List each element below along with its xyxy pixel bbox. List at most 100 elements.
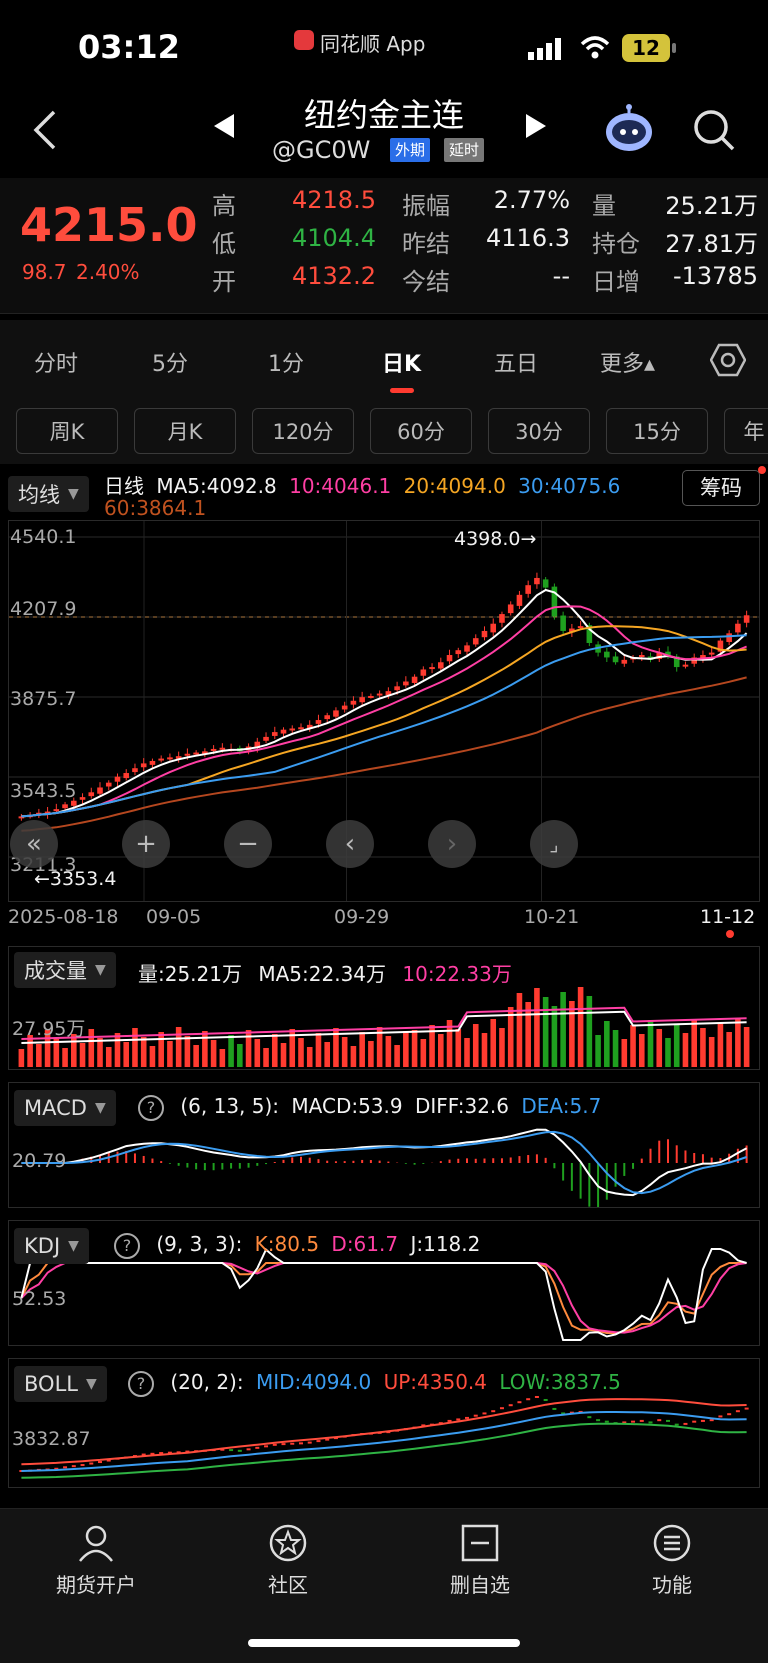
nav-remove-watchlist[interactable]: 删自选 bbox=[420, 1523, 540, 1598]
subtab-monthly[interactable]: 月K bbox=[134, 408, 236, 454]
help-icon[interactable]: ? bbox=[128, 1371, 154, 1397]
scroll-right-icon[interactable]: › bbox=[428, 820, 476, 868]
back-icon[interactable] bbox=[30, 108, 60, 156]
battery-icon: 12 bbox=[622, 34, 670, 62]
subtab-15min[interactable]: 15分 bbox=[606, 408, 708, 454]
settings-hex-icon[interactable] bbox=[709, 342, 747, 382]
robot-assistant-icon[interactable] bbox=[604, 104, 654, 158]
active-tab-indicator bbox=[390, 388, 414, 393]
tab-5min[interactable]: 5分 bbox=[152, 352, 188, 377]
volume-y-tick: 27.95万 bbox=[12, 1018, 86, 1040]
tab-more[interactable]: 更多▴ bbox=[600, 352, 656, 377]
open-label: 开 bbox=[212, 268, 236, 296]
nav-community[interactable]: 社区 bbox=[228, 1523, 348, 1598]
tab-five-day[interactable]: 五日 bbox=[494, 352, 539, 377]
x-tick-3: 09-29 bbox=[334, 906, 390, 928]
macd-panel[interactable] bbox=[8, 1082, 760, 1208]
zoom-out-icon[interactable]: − bbox=[224, 820, 272, 868]
kdj-params: (9, 3, 3): bbox=[156, 1232, 243, 1256]
candle-body bbox=[167, 757, 173, 760]
candle-body bbox=[254, 741, 261, 748]
help-icon[interactable]: ? bbox=[114, 1233, 140, 1259]
chevron-down-icon: ▼ bbox=[85, 1376, 97, 1392]
tab-1min[interactable]: 1分 bbox=[268, 352, 304, 377]
chips-button[interactable]: 筹码 bbox=[682, 470, 760, 506]
indicator-selector[interactable]: 均线 ▼ bbox=[8, 476, 89, 512]
bottom-nav: 期货开户 社区 删自选 功能 bbox=[0, 1508, 768, 1663]
tab-intraday[interactable]: 分时 bbox=[34, 352, 79, 377]
subtab-30min[interactable]: 30分 bbox=[488, 408, 590, 454]
volume-bar bbox=[167, 1041, 173, 1067]
daily-change-label: 日增 bbox=[592, 268, 640, 296]
next-contract-icon[interactable] bbox=[524, 114, 546, 142]
rewind-icon[interactable]: « bbox=[10, 820, 58, 868]
fullscreen-icon[interactable]: ⌟ bbox=[530, 820, 578, 868]
ma30-line bbox=[21, 634, 747, 818]
latest-day-dot bbox=[726, 930, 734, 938]
volume-bar bbox=[735, 1018, 741, 1067]
subtab-120min[interactable]: 120分 bbox=[252, 408, 354, 454]
candle-body bbox=[612, 656, 619, 663]
nav-functions[interactable]: 功能 bbox=[612, 1523, 732, 1598]
macd-selector[interactable]: MACD ▼ bbox=[14, 1090, 116, 1126]
candle-body bbox=[499, 614, 505, 623]
candle-body bbox=[411, 676, 418, 683]
candle-body bbox=[158, 758, 164, 761]
subtab-yearly[interactable]: 年 bbox=[724, 408, 768, 454]
candle-body bbox=[324, 715, 330, 720]
kdj-panel[interactable] bbox=[8, 1220, 760, 1346]
volume-bar bbox=[271, 1034, 278, 1067]
kline-chart-panel[interactable] bbox=[8, 520, 760, 902]
volume-chart bbox=[18, 987, 750, 1067]
clock: 03:12 bbox=[78, 28, 180, 66]
scroll-left-icon[interactable]: ‹ bbox=[326, 820, 374, 868]
nav-functions-label: 功能 bbox=[652, 1573, 692, 1597]
help-icon[interactable]: ? bbox=[138, 1095, 164, 1121]
boll-panel[interactable] bbox=[8, 1358, 760, 1488]
today-settle-value: -- bbox=[552, 262, 570, 290]
kdj-selector[interactable]: KDJ ▼ bbox=[14, 1228, 89, 1264]
candle-body bbox=[438, 662, 444, 669]
prev-contract-icon[interactable] bbox=[214, 114, 236, 142]
volume-panel[interactable] bbox=[8, 946, 760, 1070]
candle-body bbox=[621, 659, 628, 664]
candle-body bbox=[604, 651, 610, 658]
volume-bar bbox=[228, 1035, 234, 1067]
volume-bar bbox=[105, 1047, 112, 1067]
candle-body bbox=[175, 756, 182, 759]
candle-body bbox=[315, 720, 322, 724]
volume-bar bbox=[394, 1045, 400, 1067]
volume-bar bbox=[158, 1032, 164, 1067]
high-label: 高 bbox=[212, 192, 236, 220]
volume-bar bbox=[560, 992, 566, 1067]
search-icon[interactable] bbox=[692, 108, 736, 156]
source-app-label[interactable]: 同花顺 App bbox=[320, 32, 426, 56]
subtab-60min[interactable]: 60分 bbox=[370, 408, 472, 454]
kdj-y-tick: 52.53 bbox=[12, 1288, 67, 1310]
minus-square-icon bbox=[461, 1524, 499, 1562]
volume-legend: 量:25.21万 MA5:22.34万 10:22.33万 bbox=[138, 958, 512, 987]
x-tick-5: 11-12 bbox=[700, 906, 756, 928]
volume-bar bbox=[507, 1007, 514, 1067]
battery-cap bbox=[672, 43, 676, 53]
zoom-in-icon[interactable]: + bbox=[122, 820, 170, 868]
boll-selector[interactable]: BOLL ▼ bbox=[14, 1366, 107, 1402]
x-tick-2: 09-05 bbox=[146, 906, 202, 928]
volume-ma5-line bbox=[21, 1010, 747, 1044]
volume-bar bbox=[472, 1024, 479, 1067]
delay-badge: 延时 bbox=[444, 138, 485, 162]
volume-selector[interactable]: 成交量 ▼ bbox=[14, 952, 116, 988]
candle-body bbox=[490, 623, 497, 633]
volume-bar bbox=[114, 1033, 121, 1067]
volume-bar bbox=[429, 1025, 435, 1067]
volume-bar bbox=[175, 1027, 182, 1067]
tab-daily-k[interactable]: 日K bbox=[382, 352, 422, 377]
max-price-label: 4398.0→ bbox=[454, 528, 537, 550]
subtab-weekly[interactable]: 周K bbox=[16, 408, 118, 454]
kline-chart[interactable] bbox=[9, 521, 759, 901]
candle-body bbox=[577, 626, 584, 629]
nav-futures-account[interactable]: 期货开户 bbox=[36, 1523, 156, 1598]
candle-body bbox=[289, 728, 296, 731]
y-tick-4: 3543.5 bbox=[10, 780, 77, 802]
open-interest-label: 持仓 bbox=[592, 230, 640, 258]
